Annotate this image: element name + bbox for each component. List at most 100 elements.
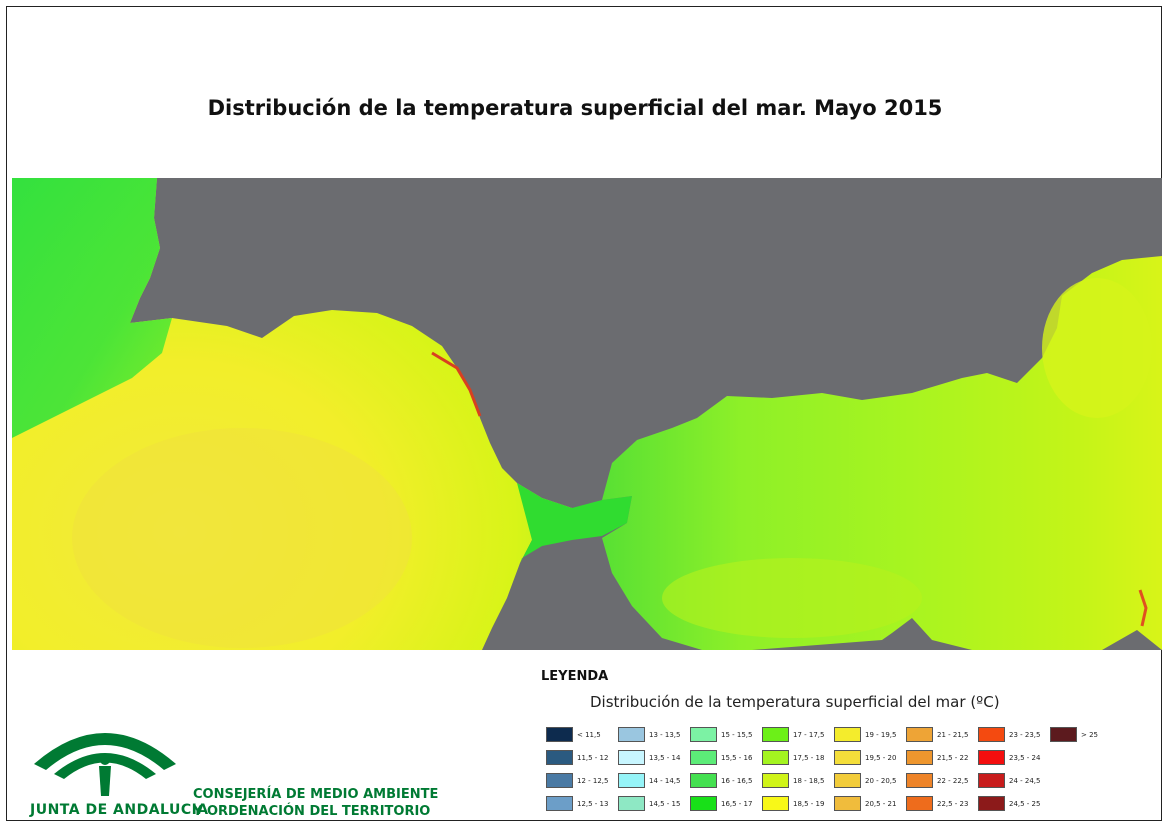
legend-label: 24,5 - 25 [1009, 799, 1041, 808]
legend-swatch [546, 750, 573, 765]
legend-swatch [618, 796, 645, 811]
legend-item: 24,5 - 25 [978, 795, 1040, 812]
legend-label: 18,5 - 19 [793, 799, 825, 808]
legend-item: 23,5 - 24 [978, 749, 1040, 766]
legend-item: 23 - 23,5 [978, 726, 1040, 743]
legend-item: 16 - 16,5 [690, 772, 752, 789]
legend-label: 20,5 - 21 [865, 799, 897, 808]
legend-swatch [906, 727, 933, 742]
strait-of-gibraltar [517, 483, 632, 563]
northwest-cool-water [12, 178, 172, 438]
legend-item: 14 - 14,5 [618, 772, 680, 789]
legend-item: 21,5 - 22 [906, 749, 968, 766]
legend-swatch [834, 796, 861, 811]
legend-swatch [546, 796, 573, 811]
legend-swatch [978, 750, 1005, 765]
legend-label: 22 - 22,5 [937, 776, 969, 785]
legend-item: > 25 [1050, 726, 1098, 743]
legend-swatch [762, 773, 789, 788]
legend-unit: (ºC) [970, 693, 1000, 711]
legend-label: 22,5 - 23 [937, 799, 969, 808]
legend-item: 12 - 12,5 [546, 772, 608, 789]
legend-label: 16 - 16,5 [721, 776, 753, 785]
legend-label: 23 - 23,5 [1009, 730, 1041, 739]
legend-item: < 11,5 [546, 726, 601, 743]
legend-item: 19 - 19,5 [834, 726, 896, 743]
legend-swatch [618, 727, 645, 742]
legend-swatch [762, 727, 789, 742]
andalucia-arch-icon [34, 733, 176, 796]
legend-swatch [618, 750, 645, 765]
legend-swatch [546, 773, 573, 788]
alboran-sea-area [602, 256, 1162, 650]
legend-label: 19 - 19,5 [865, 730, 897, 739]
legend-item: 11,5 - 12 [546, 749, 608, 766]
legend-subtitle-text: Distribución de la temperatura superfici… [590, 693, 966, 711]
legend-label: 11,5 - 12 [577, 753, 609, 762]
legend-label: 21 - 21,5 [937, 730, 969, 739]
legend-label: 21,5 - 22 [937, 753, 969, 762]
legend-label: 13 - 13,5 [649, 730, 681, 739]
legend-label: 14,5 - 15 [649, 799, 681, 808]
legend-label: 15,5 - 16 [721, 753, 753, 762]
legend-item: 15,5 - 16 [690, 749, 752, 766]
legend-label: 15 - 15,5 [721, 730, 753, 739]
legend-swatch [906, 750, 933, 765]
legend-swatch [546, 727, 573, 742]
legend-label: < 11,5 [577, 730, 601, 739]
legend-item: 20,5 - 21 [834, 795, 896, 812]
legend-item: 14,5 - 15 [618, 795, 680, 812]
legend-swatch [978, 773, 1005, 788]
legend-swatch [834, 727, 861, 742]
legend-swatch [690, 796, 717, 811]
sea-temperature-map [12, 178, 1162, 650]
legend-label: 14 - 14,5 [649, 776, 681, 785]
legend-label: 17,5 - 18 [793, 753, 825, 762]
legend-swatch [762, 796, 789, 811]
legend-item: 15 - 15,5 [690, 726, 752, 743]
legend-heading: LEYENDA [541, 669, 609, 684]
legend-label: 12,5 - 13 [577, 799, 609, 808]
legend-swatch [834, 773, 861, 788]
legend-swatch [1050, 727, 1077, 742]
organization-line-2: Y ORDENACIÓN DEL TERRITORIO [193, 804, 431, 819]
legend-item: 24 - 24,5 [978, 772, 1040, 789]
legend-label: > 25 [1081, 730, 1098, 739]
coastal-warm-edge [431, 351, 482, 417]
legend-item: 22 - 22,5 [906, 772, 968, 789]
organization-name: CONSEJERÍA DE MEDIO AMBIENTE Y ORDENACIÓ… [193, 786, 438, 820]
logo-text: JUNTA DE ANDALUCIA [30, 802, 209, 818]
legend-item: 18,5 - 19 [762, 795, 824, 812]
legend-item: 19,5 - 20 [834, 749, 896, 766]
legend-item: 17,5 - 18 [762, 749, 824, 766]
legend-label: 12 - 12,5 [577, 776, 609, 785]
legend-label: 23,5 - 24 [1009, 753, 1041, 762]
legend-swatch [978, 727, 1005, 742]
legend-label: 24 - 24,5 [1009, 776, 1041, 785]
legend-item: 17 - 17,5 [762, 726, 824, 743]
atlantic-warm-core [72, 428, 412, 648]
legend-item: 20 - 20,5 [834, 772, 896, 789]
legend-swatch [690, 750, 717, 765]
coastal-warm-edge-east [1138, 589, 1148, 627]
alboran-south-patch [662, 558, 922, 638]
legend-item: 16,5 - 17 [690, 795, 752, 812]
legend-swatch [690, 727, 717, 742]
legend-label: 20 - 20,5 [865, 776, 897, 785]
legend-swatch [906, 796, 933, 811]
legend-label: 17 - 17,5 [793, 730, 825, 739]
legend-item: 13,5 - 14 [618, 749, 680, 766]
legend-swatch [834, 750, 861, 765]
legend-swatch [690, 773, 717, 788]
alboran-warm-patch [1042, 278, 1152, 418]
map-title: Distribución de la temperatura superfici… [207, 96, 943, 120]
legend-swatch [762, 750, 789, 765]
legend-swatch [978, 796, 1005, 811]
legend-label: 16,5 - 17 [721, 799, 753, 808]
legend-item: 13 - 13,5 [618, 726, 680, 743]
legend-swatch [618, 773, 645, 788]
legend-swatch [906, 773, 933, 788]
legend-label: 18 - 18,5 [793, 776, 825, 785]
legend-item: 22,5 - 23 [906, 795, 968, 812]
legend-item: 21 - 21,5 [906, 726, 968, 743]
